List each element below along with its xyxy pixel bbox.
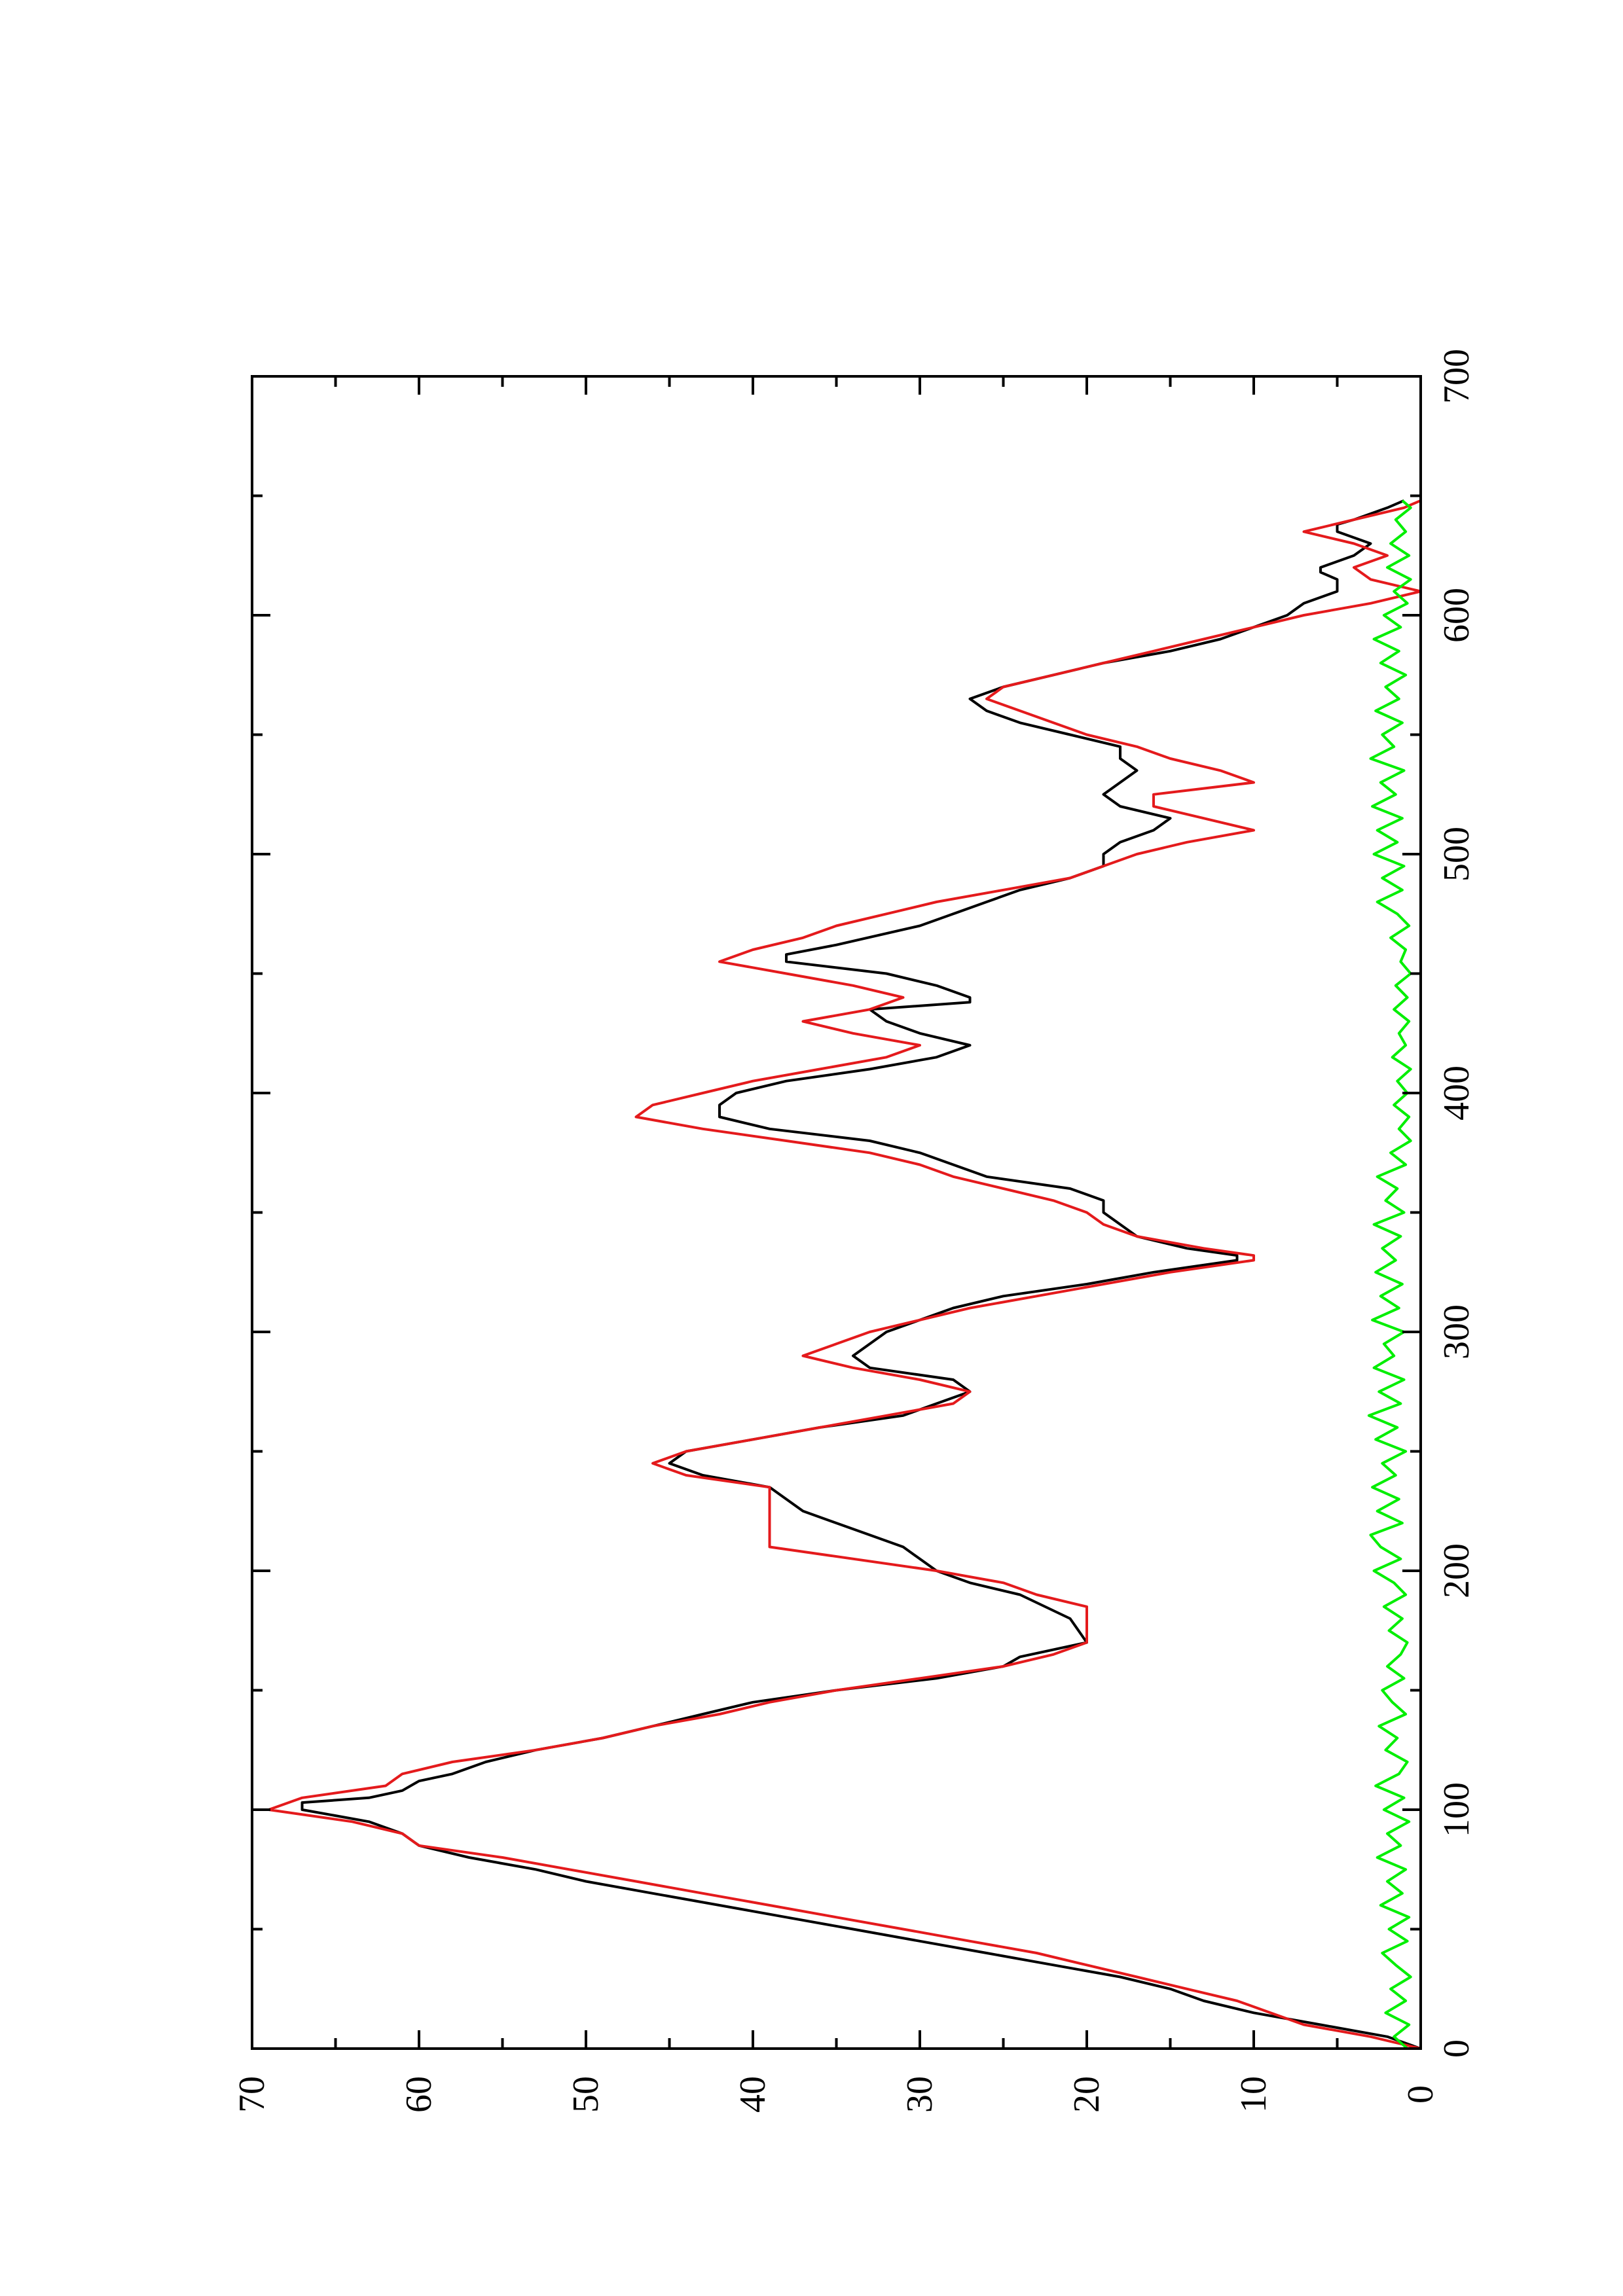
x-tick-label: 500 [1436, 827, 1477, 882]
tick-layer [251, 375, 1422, 2050]
tick-label-layer: 0 100 200 300 400 500 600 700 0 10 20 30 40 50 60 70 [232, 349, 1477, 2113]
y-tick-label: 50 [566, 2076, 606, 2113]
x-tick-label: 200 [1436, 1543, 1477, 1598]
y-tick-label: 0 [1400, 2085, 1441, 2104]
y-tick-label: 60 [399, 2076, 439, 2113]
x-tick-label: 700 [1436, 349, 1477, 404]
series-line-2 [267, 499, 1422, 2050]
x-tick-label: 400 [1436, 1066, 1477, 1121]
y-tick-label: 30 [900, 2076, 940, 2113]
x-tick-label: 300 [1436, 1304, 1477, 1359]
y-tick-label: 70 [232, 2076, 272, 2113]
series-line-3 [1367, 499, 1412, 2050]
y-tick-label: 20 [1067, 2076, 1107, 2113]
x-tick-label: 0 [1436, 2039, 1477, 2058]
y-tick-label: 10 [1233, 2076, 1274, 2113]
x-tick-label: 600 [1436, 588, 1477, 643]
y-tick-label: 40 [733, 2076, 773, 2113]
x-tick-label: 100 [1436, 1782, 1477, 1837]
series-line-1 [301, 499, 1421, 2050]
series-layer [267, 499, 1422, 2050]
plot-frame [251, 375, 1422, 2050]
